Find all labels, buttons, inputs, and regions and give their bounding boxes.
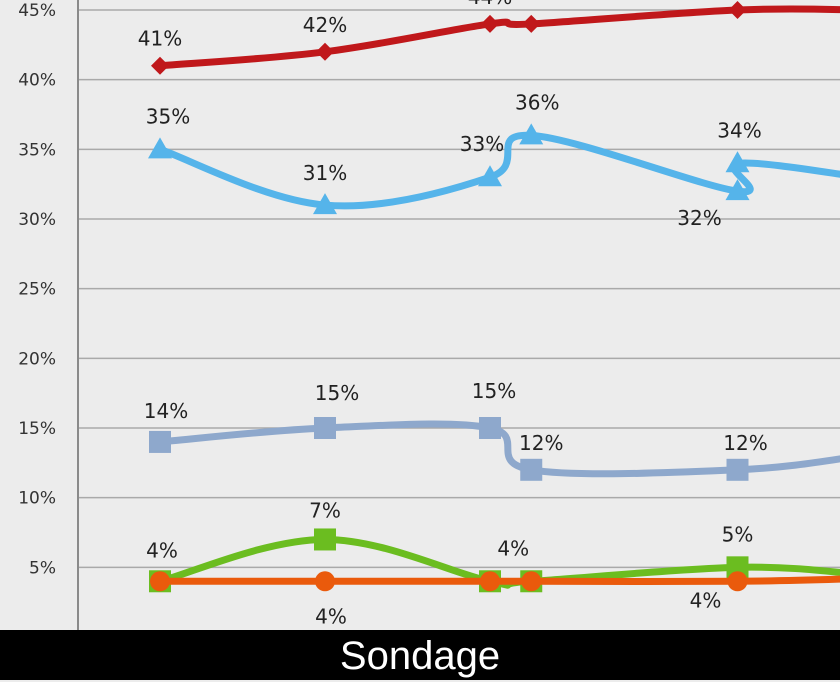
- y-tick-label: 20%: [18, 349, 56, 369]
- circle-marker: [521, 571, 542, 592]
- square-marker: [314, 528, 336, 551]
- y-tick-label: 5%: [29, 558, 56, 578]
- y-tick-label: 25%: [18, 280, 56, 300]
- data-label: 4%: [146, 538, 178, 562]
- diamond-marker: [316, 42, 334, 61]
- y-tick-label: 45%: [18, 1, 56, 21]
- data-label: 44%: [468, 0, 512, 9]
- diamond-marker: [151, 56, 169, 75]
- y-tick-label: 30%: [18, 210, 56, 230]
- triangle-marker: [148, 137, 172, 159]
- square-marker: [479, 417, 501, 439]
- circle-marker: [727, 571, 748, 592]
- data-label: 14%: [144, 399, 188, 423]
- y-tick-label: 10%: [18, 489, 56, 509]
- series-group: [149, 417, 840, 481]
- data-label: 4%: [690, 588, 722, 612]
- data-label: 12%: [519, 431, 563, 455]
- data-label: 4%: [315, 604, 347, 628]
- series-group: [148, 123, 840, 215]
- data-label: 4%: [497, 536, 529, 560]
- data-label: 42%: [303, 13, 347, 37]
- triangle-marker: [478, 165, 502, 187]
- circle-marker: [480, 571, 500, 592]
- data-label: 34%: [717, 118, 761, 142]
- data-label: 5%: [722, 522, 754, 546]
- plot-background: [0, 0, 840, 630]
- square-marker: [726, 556, 749, 579]
- y-tick-label: 15%: [18, 419, 56, 439]
- y-tick-label: 0%: [29, 628, 56, 630]
- caption-bar: Sondage: [0, 630, 840, 680]
- data-label: 32%: [677, 206, 721, 230]
- data-label: 33%: [460, 132, 504, 156]
- diamond-marker: [481, 14, 499, 33]
- data-label: 41%: [138, 27, 182, 51]
- caption-text: Sondage: [339, 634, 501, 678]
- data-label: 12%: [723, 431, 767, 455]
- data-label: 31%: [303, 161, 347, 185]
- diamond-marker: [728, 1, 747, 19]
- square-marker: [314, 417, 336, 439]
- series-group: [151, 1, 840, 75]
- triangle-marker: [725, 179, 750, 201]
- circle-marker: [315, 571, 335, 592]
- data-label: 36%: [515, 90, 559, 114]
- square-marker: [520, 458, 543, 481]
- data-label: 35%: [146, 104, 190, 128]
- data-label: 15%: [472, 379, 516, 403]
- triangle-marker: [519, 123, 544, 145]
- data-label: 15%: [315, 381, 359, 405]
- circle-marker: [150, 571, 170, 592]
- y-tick-label: 35%: [18, 140, 56, 160]
- line-chart: 0%5%10%15%20%25%30%35%40%45% 41%42%44%45…: [0, 0, 840, 630]
- triangle-marker: [313, 193, 337, 215]
- square-marker: [726, 458, 749, 481]
- data-label: 7%: [309, 498, 341, 522]
- square-marker: [149, 430, 171, 453]
- y-tick-label: 40%: [18, 71, 56, 91]
- diamond-marker: [522, 14, 541, 33]
- series-group: [150, 571, 840, 592]
- triangle-marker: [725, 151, 750, 173]
